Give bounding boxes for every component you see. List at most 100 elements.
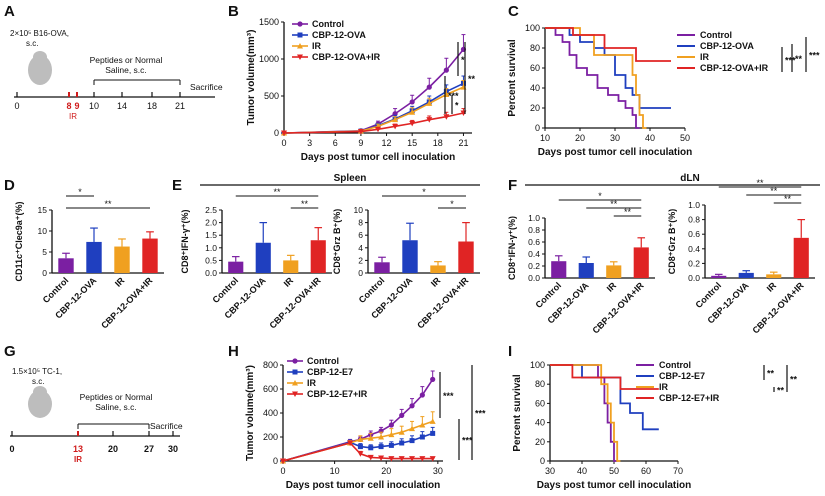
data-point: [430, 376, 436, 382]
x-tick-label: 30: [610, 133, 620, 143]
x-tick-label: 20: [575, 133, 585, 143]
category-label: CBP-12-OVA+IR: [267, 275, 323, 331]
data-point: [443, 67, 449, 73]
y-tick-label: 0: [540, 456, 545, 466]
data-point: [398, 429, 405, 435]
y-axis-label: CD8⁺Grz B⁺(%): [332, 209, 342, 275]
significance-label: *: [455, 101, 459, 111]
x-axis-label: Days post tumor cell inoculation: [286, 480, 440, 491]
y-axis-label: CD11c⁺Clec9a⁺(%): [14, 201, 24, 281]
bar: [58, 258, 74, 273]
survival-curve: [550, 364, 659, 390]
significance-label: **: [767, 369, 775, 379]
mouse-icon: [28, 390, 52, 418]
timeline-label: 8: [66, 101, 71, 111]
data-point: [398, 456, 405, 462]
bar: [402, 240, 418, 273]
legend-marker: [292, 380, 298, 386]
y-axis-label: Tumor volume(mm³): [245, 365, 256, 461]
y-tick-label: 0.2: [688, 258, 700, 268]
data-point: [367, 454, 374, 461]
bar: [606, 265, 622, 278]
survival-curve: [550, 364, 621, 462]
y-tick-label: 60: [535, 398, 545, 408]
data-point: [426, 100, 433, 106]
category-label: IR: [282, 275, 296, 289]
category-label: IR: [605, 280, 619, 294]
y-axis-label: Percent survival: [512, 374, 523, 451]
significance-label: ***: [785, 56, 796, 66]
y-axis-label: Percent survival: [507, 39, 518, 116]
y-tick-label: 0.0: [528, 273, 540, 283]
series-line: [282, 420, 433, 462]
bar: [551, 261, 567, 278]
timeline-label: 0: [9, 444, 14, 454]
legend-label: IR: [312, 41, 322, 51]
y-tick-label: 8: [358, 218, 363, 228]
y-tick-label: 0.4: [688, 244, 700, 254]
data-point: [388, 422, 394, 428]
legend-marker: [297, 54, 303, 60]
data-point: [429, 418, 436, 424]
category-label: CBP-12-OVA+IR: [415, 275, 471, 331]
y-tick-label: 500: [264, 91, 279, 101]
y-tick-label: 0: [535, 123, 540, 133]
data-point: [409, 425, 416, 432]
x-tick-label: 70: [673, 466, 683, 476]
y-tick-label: 80: [530, 43, 540, 53]
y-tick-label: 0: [358, 268, 363, 278]
y-tick-label: 1.0: [528, 213, 540, 223]
x-tick-label: 50: [609, 466, 619, 476]
data-point: [357, 451, 364, 457]
survival-curve: [550, 364, 659, 431]
data-point: [281, 130, 287, 136]
x-tick-label: 0: [280, 466, 285, 476]
data-point: [409, 120, 416, 127]
x-tick-label: 12: [382, 138, 392, 148]
significance-label: **: [784, 194, 792, 204]
bar: [458, 241, 474, 273]
ir-label: IR: [74, 455, 82, 464]
x-axis-label: Days post tumor cell inoculation: [538, 147, 692, 158]
significance-label: **: [610, 199, 618, 209]
x-tick-label: 50: [680, 133, 690, 143]
data-point: [388, 456, 395, 462]
significance-label: **: [770, 186, 778, 196]
series-line: [282, 442, 433, 462]
x-tick-label: 30: [545, 466, 555, 476]
significance-label: *: [78, 187, 82, 197]
ir-label: IR: [69, 112, 77, 121]
y-tick-label: 2: [358, 255, 363, 265]
legend-label: IR: [659, 382, 669, 392]
data-point: [409, 456, 416, 462]
x-tick-label: 10: [540, 133, 550, 143]
legend-marker: [297, 43, 303, 49]
significance-label: *: [422, 187, 426, 197]
timeline-label: 21: [175, 101, 185, 111]
data-point: [409, 438, 415, 444]
data-point: [368, 445, 374, 451]
legend-label: Control: [659, 360, 691, 370]
significance-label: **: [468, 74, 476, 84]
legend-label: CBP-12-OVA+IR: [700, 63, 769, 73]
y-tick-label: 10: [354, 205, 364, 215]
y-tick-label: 0.2: [528, 261, 540, 271]
y-axis-label: CD8⁺IFN-γ⁺(%): [507, 216, 517, 280]
schematic-text: s.c.: [32, 377, 44, 386]
schematic-text: Sacrifice: [150, 421, 183, 431]
survival-curve: [545, 27, 640, 129]
y-tick-label: 40: [535, 418, 545, 428]
data-point: [392, 116, 399, 123]
data-point: [357, 129, 364, 135]
section-title: dLN: [680, 173, 699, 184]
data-point: [388, 442, 394, 448]
significance-label: ***: [475, 409, 486, 419]
category-label: CBP-12-OVA+IR: [590, 280, 646, 336]
data-point: [430, 430, 436, 436]
x-tick-label: 0: [281, 138, 286, 148]
y-tick-label: 80: [535, 379, 545, 389]
x-tick-label: 21: [458, 138, 468, 148]
significance-label: *: [598, 191, 602, 201]
y-tick-label: 0.0: [205, 268, 217, 278]
bar: [142, 238, 158, 273]
